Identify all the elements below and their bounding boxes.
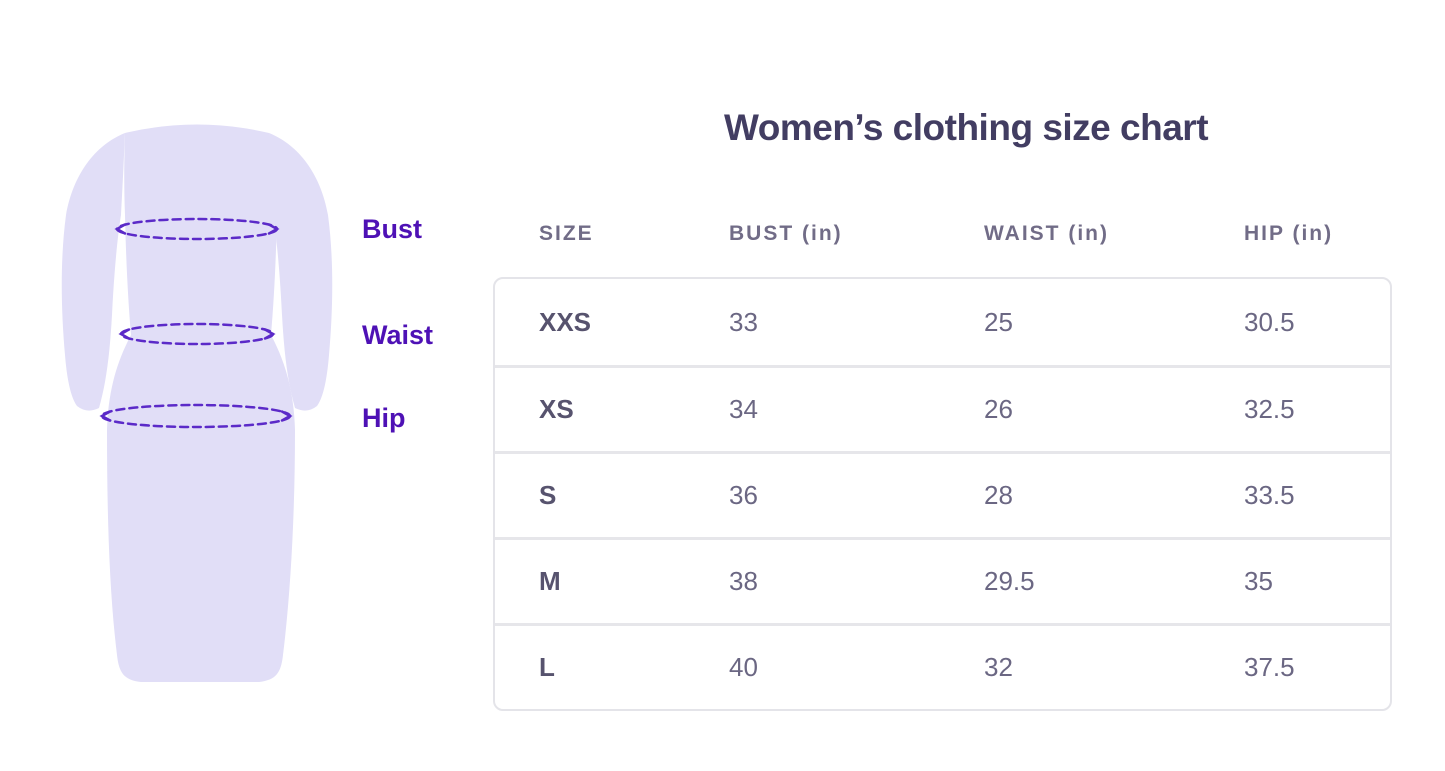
measurement-cell: 26 — [984, 394, 1013, 424]
measurement-cell: 40 — [729, 652, 758, 682]
size-cell: L — [539, 652, 555, 682]
measurement-cell: 34 — [729, 394, 758, 424]
size-cell: S — [539, 480, 557, 510]
table-row: M 38 29.5 35 — [495, 537, 1390, 623]
measurement-cell: 36 — [729, 480, 758, 510]
table-row: XS 34 26 32.5 — [495, 365, 1390, 451]
column-header: WAIST (in) — [984, 222, 1109, 245]
size-table: XXS 33 25 30.5 XS 34 26 32.5 S 36 28 33.5 M 38 29.5 35 L… — [493, 277, 1392, 711]
bust-measurement-line — [114, 217, 280, 241]
bust-label: Bust — [362, 214, 422, 244]
measurement-cell: 33 — [729, 306, 758, 337]
table-row: S 36 28 33.5 — [495, 451, 1390, 537]
hip-measurement-line — [99, 403, 293, 429]
dress-illustration — [61, 124, 333, 682]
measurement-cell: 38 — [729, 566, 758, 596]
waist-measurement-line — [118, 322, 276, 346]
size-cell: M — [539, 566, 561, 596]
measurement-cell: 35 — [1244, 566, 1273, 596]
hip-label: Hip — [362, 403, 406, 433]
measurement-cell: 28 — [984, 480, 1013, 510]
measurement-cell: 37.5 — [1244, 652, 1295, 682]
dress-sleeve-right — [269, 133, 333, 411]
dress-body — [107, 124, 295, 682]
column-header: SIZE — [539, 222, 594, 245]
measurement-cell: 33.5 — [1244, 480, 1295, 510]
waist-label: Waist — [362, 320, 434, 350]
measurement-cell: 25 — [984, 306, 1013, 337]
size-cell: XXS — [539, 306, 592, 337]
measurement-cell: 32 — [984, 652, 1013, 682]
table-row: L 40 32 37.5 — [495, 623, 1390, 709]
table-row: XXS 33 25 30.5 — [495, 279, 1390, 365]
measurement-cell: 32.5 — [1244, 394, 1295, 424]
dress-sleeve-left — [61, 133, 125, 411]
column-header: HIP (in) — [1244, 222, 1334, 245]
column-header: BUST (in) — [729, 222, 843, 245]
table-header-row: SIZE BUST (in) WAIST (in) HIP (in) — [495, 219, 1394, 249]
size-cell: XS — [539, 394, 574, 424]
page-title: Women’s clothing size chart — [723, 107, 1209, 148]
measurement-cell: 30.5 — [1244, 306, 1295, 337]
measurement-cell: 29.5 — [984, 566, 1035, 596]
